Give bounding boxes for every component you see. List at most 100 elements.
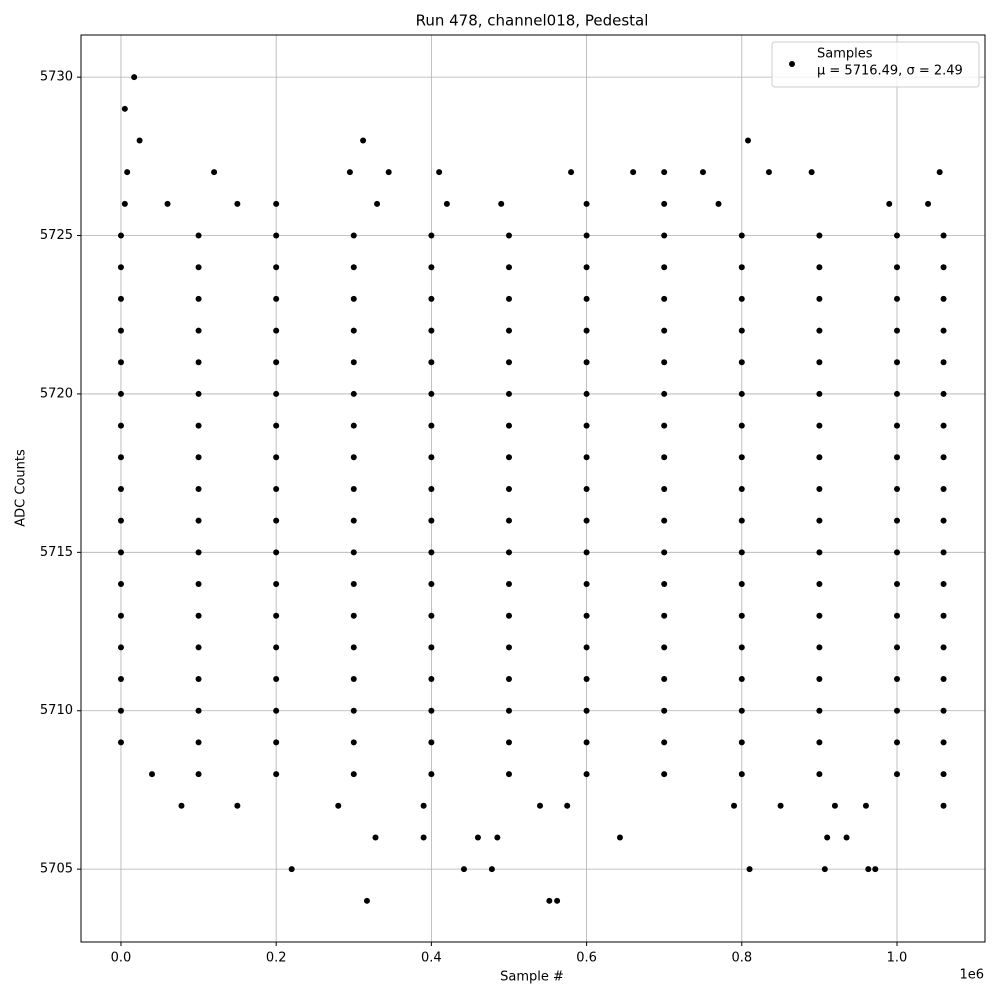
point	[195, 295, 202, 302]
point	[350, 327, 357, 334]
point	[428, 232, 435, 239]
point	[738, 676, 745, 683]
point	[661, 232, 668, 239]
point	[940, 802, 947, 809]
point	[505, 232, 512, 239]
point	[195, 264, 202, 271]
point	[273, 327, 280, 334]
point	[288, 866, 295, 873]
point	[117, 327, 124, 334]
point	[777, 802, 784, 809]
point	[505, 612, 512, 619]
point	[738, 232, 745, 239]
point	[583, 264, 590, 271]
point	[661, 771, 668, 778]
point	[738, 612, 745, 619]
point	[117, 739, 124, 746]
point	[816, 581, 823, 588]
point	[195, 676, 202, 683]
point	[893, 644, 900, 651]
point	[117, 390, 124, 397]
point	[428, 517, 435, 524]
point	[428, 264, 435, 271]
point	[816, 644, 823, 651]
x-tick-label: 0.4	[421, 951, 442, 966]
point	[630, 169, 637, 176]
point	[554, 897, 561, 904]
point	[350, 612, 357, 619]
point	[816, 517, 823, 524]
point	[661, 200, 668, 207]
point	[738, 581, 745, 588]
point	[149, 771, 156, 778]
point	[893, 707, 900, 714]
point	[505, 295, 512, 302]
point	[350, 707, 357, 714]
point	[661, 612, 668, 619]
point	[661, 390, 668, 397]
point	[117, 264, 124, 271]
point	[661, 549, 668, 556]
legend-label: Samples	[817, 47, 873, 62]
point	[428, 612, 435, 619]
point	[808, 169, 815, 176]
point	[925, 200, 932, 207]
point	[816, 485, 823, 492]
point	[765, 169, 772, 176]
point	[738, 771, 745, 778]
point	[505, 549, 512, 556]
point	[824, 834, 831, 841]
point	[117, 676, 124, 683]
point	[893, 549, 900, 556]
point	[360, 137, 367, 144]
point	[350, 359, 357, 366]
point	[940, 295, 947, 302]
point	[744, 137, 751, 144]
point	[420, 802, 427, 809]
point	[505, 390, 512, 397]
point	[117, 644, 124, 651]
point	[363, 897, 370, 904]
point	[498, 200, 505, 207]
point	[273, 612, 280, 619]
point	[195, 327, 202, 334]
point	[816, 359, 823, 366]
point	[816, 327, 823, 334]
point	[872, 866, 879, 873]
point	[195, 454, 202, 461]
point	[661, 264, 668, 271]
point	[583, 422, 590, 429]
point	[583, 454, 590, 461]
x-axis-label: Sample #	[500, 970, 564, 985]
point	[195, 707, 202, 714]
point	[505, 771, 512, 778]
x-tick-label: 0.0	[111, 951, 132, 966]
x-offset-label: 1e6	[959, 968, 984, 983]
point	[195, 359, 202, 366]
point	[746, 866, 753, 873]
y-tick-label: 5710	[40, 703, 73, 718]
point	[583, 517, 590, 524]
point	[831, 802, 838, 809]
point	[117, 295, 124, 302]
point	[738, 454, 745, 461]
point	[843, 834, 850, 841]
point	[195, 581, 202, 588]
point	[583, 359, 590, 366]
point	[661, 485, 668, 492]
point	[117, 517, 124, 524]
point	[738, 359, 745, 366]
point	[117, 232, 124, 239]
point	[583, 739, 590, 746]
point	[428, 485, 435, 492]
point	[335, 802, 342, 809]
point	[893, 485, 900, 492]
point	[661, 327, 668, 334]
point	[505, 644, 512, 651]
point	[865, 866, 872, 873]
point	[273, 644, 280, 651]
legend-note: μ = 5716.49, σ = 2.49	[817, 64, 963, 79]
point	[893, 295, 900, 302]
point	[886, 200, 893, 207]
